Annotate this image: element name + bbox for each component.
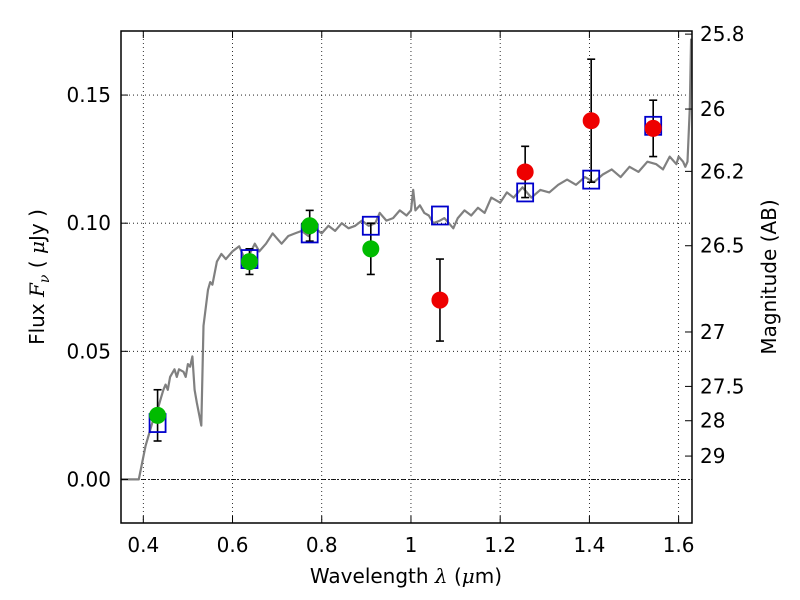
mag-tick-label: 28 <box>700 409 725 433</box>
x-tick-label: 1 <box>405 533 418 557</box>
x-tick-label: 0.6 <box>217 533 249 557</box>
optical-point <box>362 240 380 258</box>
mag-tick-label: 27 <box>700 320 725 344</box>
template-spectrum-layer <box>121 38 693 481</box>
y-tick-label: 0.00 <box>66 467 111 491</box>
ticks-layer: 0.4 0.6 0.8 1 1.2 1.4 1.6 0.00 0.05 0.10 0.15 25.8 2… <box>66 22 744 557</box>
optical-point <box>301 217 319 235</box>
plot-frame <box>120 30 693 524</box>
y-tick-label: 0.05 <box>66 339 111 363</box>
x-tick-label: 1.2 <box>484 533 516 557</box>
x-tick-label: 1.6 <box>663 533 695 557</box>
x-tick-label: 1.4 <box>573 533 605 557</box>
y-tick-label: 0.15 <box>66 83 111 107</box>
model-point <box>361 215 380 236</box>
mag-tick-label: 26.2 <box>700 159 745 183</box>
near-infrared-point <box>582 112 600 130</box>
mag-tick-label: 26 <box>700 97 725 121</box>
mag-tick-label: 27.5 <box>700 374 745 398</box>
x-tick-label: 0.8 <box>306 533 338 557</box>
near-infrared-point <box>644 119 662 137</box>
model-point <box>516 182 535 203</box>
y-tick-label: 0.10 <box>66 211 111 235</box>
mag-tick-label: 25.8 <box>700 22 745 46</box>
y2-axis-label: Magnitude (AB) <box>757 199 781 354</box>
optical-point <box>149 406 167 424</box>
x-tick-label: 0.4 <box>127 533 159 557</box>
model-point <box>582 169 601 190</box>
near-infrared-point <box>516 163 534 181</box>
mag-tick-label: 29 <box>700 444 725 468</box>
template-spectrum <box>121 38 693 481</box>
model-point <box>431 205 449 226</box>
near-infrared-point <box>431 291 449 309</box>
mag-tick-label: 26.5 <box>700 234 745 258</box>
optical-point <box>240 253 258 271</box>
x-axis-label: Wavelength λ (μm) <box>310 564 502 588</box>
observed-points-layer <box>149 112 662 424</box>
